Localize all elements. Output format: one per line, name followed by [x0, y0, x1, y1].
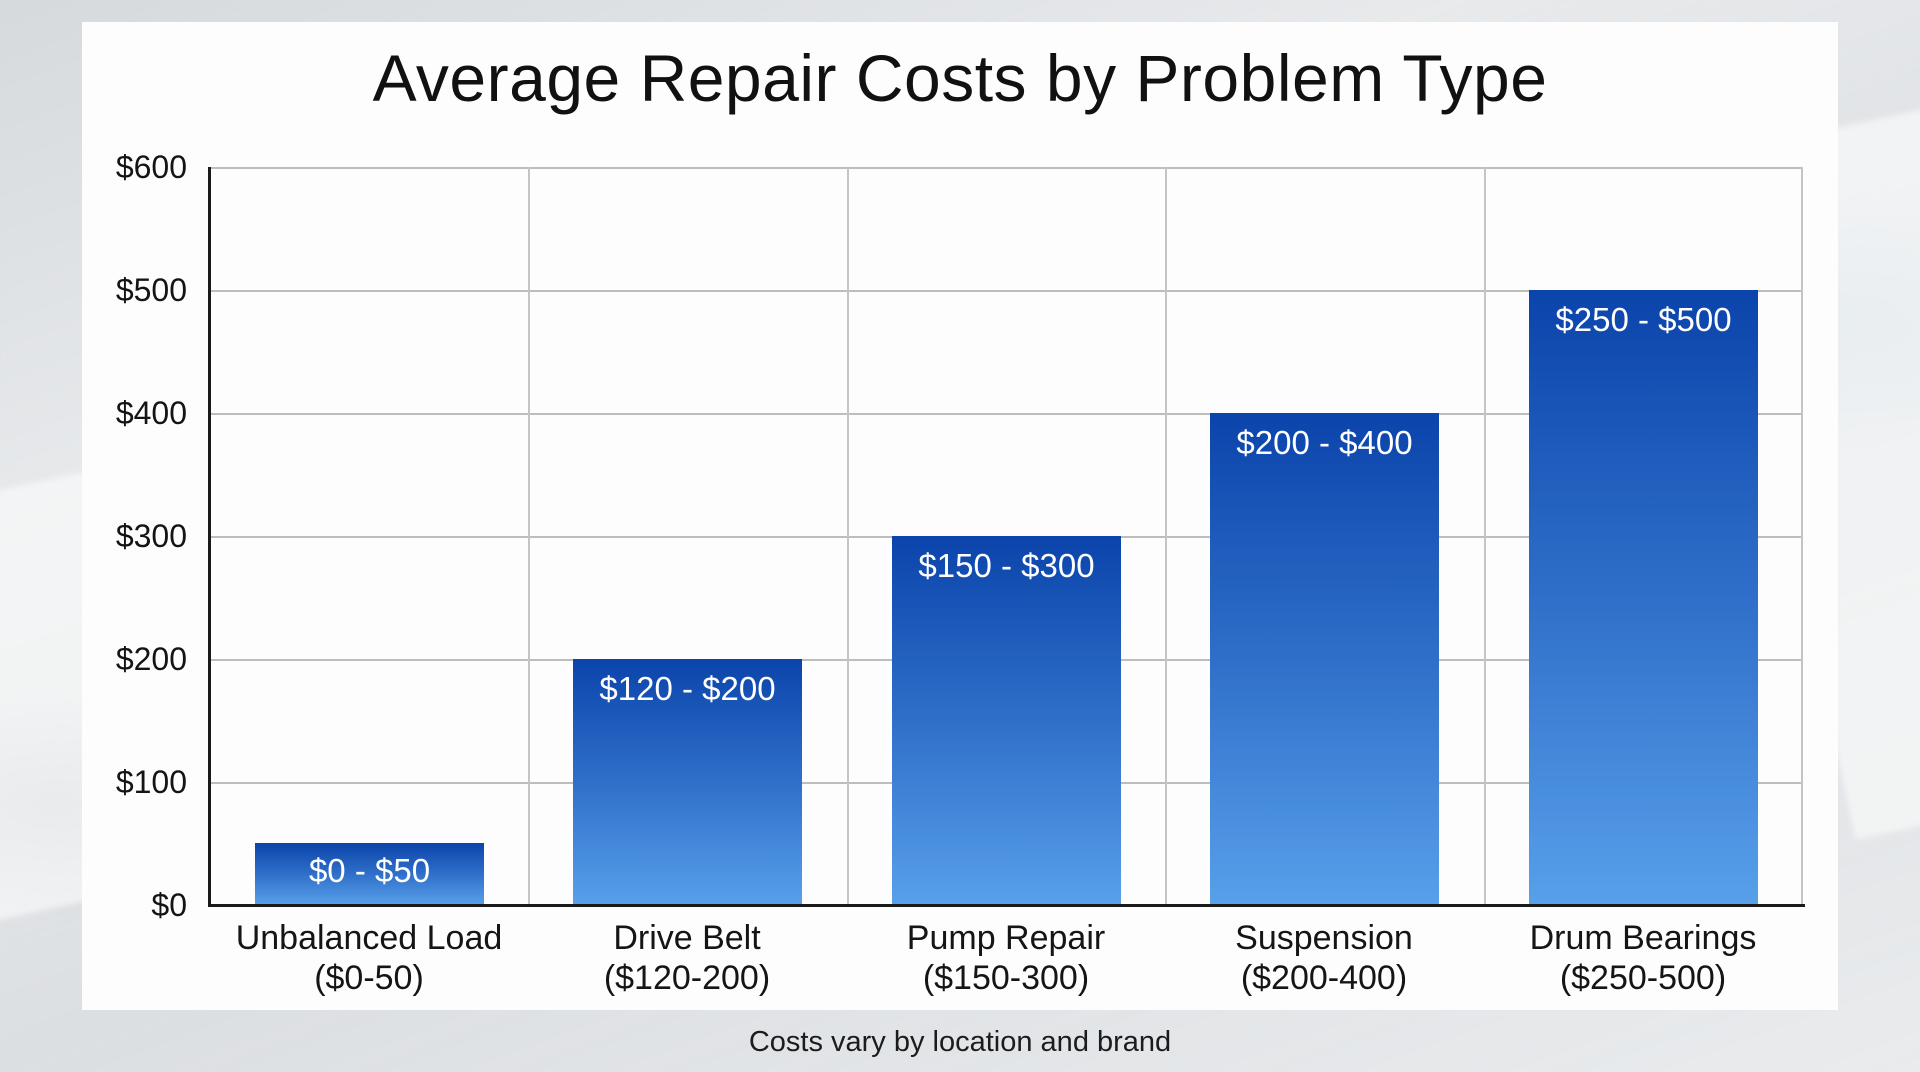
gridline-500	[210, 290, 1803, 292]
x-category-label: Pump Repair ($150-300)	[847, 918, 1165, 998]
y-tick-label: $600	[115, 149, 187, 185]
gridline-vertical	[1165, 167, 1167, 905]
bar-suspension: $200 - $400	[1210, 413, 1439, 905]
x-category-label: Drum Bearings ($250-500)	[1484, 918, 1802, 998]
gridline-vertical	[847, 167, 849, 905]
y-tick-label: $300	[115, 518, 187, 554]
x-axis-line	[208, 904, 1805, 907]
category-name: Unbalanced Load	[235, 919, 503, 957]
plot-area: $0 - $50 $120 - $200 $150 - $300 $200 - …	[208, 167, 1805, 907]
category-range: ($150-300)	[922, 959, 1090, 997]
y-tick-label: $500	[115, 272, 187, 308]
y-tick-label: $0	[151, 887, 187, 923]
bar-pump-repair: $150 - $300	[892, 536, 1121, 905]
gridline-vertical	[528, 167, 530, 905]
category-range: ($200-400)	[1240, 959, 1408, 997]
category-range: ($0-50)	[314, 959, 424, 997]
bar-value-label: $150 - $300	[918, 547, 1095, 584]
gridline-600	[210, 167, 1803, 169]
x-category-label: Drive Belt ($120-200)	[528, 918, 846, 998]
gridline-400	[210, 413, 1803, 415]
y-tick-label: $200	[115, 641, 187, 677]
category-name: Pump Repair	[906, 919, 1106, 957]
bar-value-label: $250 - $500	[1555, 301, 1732, 338]
bar-unbalanced-load: $0 - $50	[255, 843, 484, 905]
category-range: ($120-200)	[603, 959, 771, 997]
y-tick-label: $100	[115, 764, 187, 800]
x-category-label: Unbalanced Load ($0-50)	[210, 918, 528, 998]
bar-drum-bearings: $250 - $500	[1529, 290, 1758, 905]
chart-footnote: Costs vary by location and brand	[748, 1026, 1172, 1058]
category-range: ($250-500)	[1559, 959, 1727, 997]
category-name: Drive Belt	[613, 919, 761, 957]
y-axis-line	[208, 167, 211, 907]
gridline-vertical	[1801, 167, 1803, 905]
bar-value-label: $0 - $50	[308, 852, 431, 889]
chart-title: Average Repair Costs by Problem Type	[372, 41, 1548, 115]
bar-value-label: $120 - $200	[599, 670, 776, 707]
y-tick-label: $400	[115, 395, 187, 431]
x-category-label: Suspension ($200-400)	[1165, 918, 1483, 998]
category-name: Suspension	[1235, 919, 1413, 957]
gridline-vertical	[1484, 167, 1486, 905]
bar-value-label: $200 - $400	[1236, 424, 1413, 461]
category-name: Drum Bearings	[1529, 919, 1757, 957]
bar-drive-belt: $120 - $200	[573, 659, 802, 905]
